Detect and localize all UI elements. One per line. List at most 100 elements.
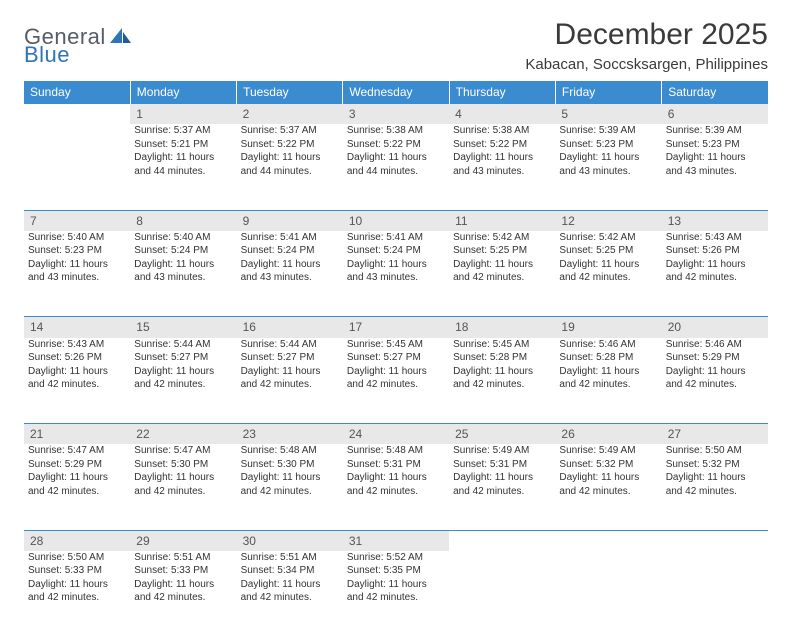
logo-text-blue: Blue <box>24 42 70 67</box>
location: Kabacan, Soccsksargen, Philippines <box>525 56 768 73</box>
day-cell: Sunrise: 5:52 AMSunset: 5:35 PMDaylight:… <box>343 551 449 637</box>
sunrise-text: Sunrise: 5:43 AM <box>666 231 764 245</box>
sunset-text: Sunset: 5:22 PM <box>453 138 551 152</box>
daylight-text: and 43 minutes. <box>666 165 764 179</box>
sunset-text: Sunset: 5:23 PM <box>559 138 657 152</box>
day-number: 23 <box>237 424 343 445</box>
calendar-table: Sunday Monday Tuesday Wednesday Thursday… <box>24 81 768 637</box>
sunset-text: Sunset: 5:25 PM <box>559 244 657 258</box>
day-cell: Sunrise: 5:45 AMSunset: 5:27 PMDaylight:… <box>343 338 449 424</box>
sunset-text: Sunset: 5:33 PM <box>134 564 232 578</box>
sunrise-text: Sunrise: 5:51 AM <box>134 551 232 565</box>
day-cell: Sunrise: 5:44 AMSunset: 5:27 PMDaylight:… <box>130 338 236 424</box>
sunrise-text: Sunrise: 5:37 AM <box>134 124 232 138</box>
sunrise-text: Sunrise: 5:44 AM <box>134 338 232 352</box>
day-cell: Sunrise: 5:41 AMSunset: 5:24 PMDaylight:… <box>343 231 449 317</box>
day-number <box>449 530 555 551</box>
day-cell: Sunrise: 5:46 AMSunset: 5:29 PMDaylight:… <box>662 338 768 424</box>
day-cell: Sunrise: 5:50 AMSunset: 5:32 PMDaylight:… <box>662 444 768 530</box>
sunrise-text: Sunrise: 5:49 AM <box>559 444 657 458</box>
daylight-text: and 42 minutes. <box>134 378 232 392</box>
sunrise-text: Sunrise: 5:48 AM <box>241 444 339 458</box>
day-cell: Sunrise: 5:51 AMSunset: 5:33 PMDaylight:… <box>130 551 236 637</box>
weekday-header: Tuesday <box>237 81 343 104</box>
day-number: 22 <box>130 424 236 445</box>
daylight-text: and 42 minutes. <box>28 485 126 499</box>
day-cell: Sunrise: 5:42 AMSunset: 5:25 PMDaylight:… <box>449 231 555 317</box>
sunset-text: Sunset: 5:32 PM <box>559 458 657 472</box>
sunset-text: Sunset: 5:29 PM <box>28 458 126 472</box>
day-number: 3 <box>343 104 449 125</box>
day-number-row: 28293031 <box>24 530 768 551</box>
sunset-text: Sunset: 5:31 PM <box>347 458 445 472</box>
sunrise-text: Sunrise: 5:47 AM <box>134 444 232 458</box>
day-number: 11 <box>449 210 555 231</box>
sunset-text: Sunset: 5:28 PM <box>559 351 657 365</box>
daylight-text: Daylight: 11 hours <box>347 258 445 272</box>
weekday-header: Friday <box>555 81 661 104</box>
daylight-text: Daylight: 11 hours <box>347 471 445 485</box>
sunset-text: Sunset: 5:30 PM <box>134 458 232 472</box>
daylight-text: Daylight: 11 hours <box>241 151 339 165</box>
sunset-text: Sunset: 5:23 PM <box>666 138 764 152</box>
day-cell <box>449 551 555 637</box>
day-number: 30 <box>237 530 343 551</box>
day-cell: Sunrise: 5:45 AMSunset: 5:28 PMDaylight:… <box>449 338 555 424</box>
sunset-text: Sunset: 5:23 PM <box>28 244 126 258</box>
sunrise-text: Sunrise: 5:50 AM <box>666 444 764 458</box>
day-cell: Sunrise: 5:37 AMSunset: 5:22 PMDaylight:… <box>237 124 343 210</box>
sunset-text: Sunset: 5:30 PM <box>241 458 339 472</box>
day-number <box>662 530 768 551</box>
daylight-text: Daylight: 11 hours <box>559 151 657 165</box>
daylight-text: and 42 minutes. <box>134 485 232 499</box>
daylight-text: Daylight: 11 hours <box>134 151 232 165</box>
sunrise-text: Sunrise: 5:37 AM <box>241 124 339 138</box>
daylight-text: and 44 minutes. <box>347 165 445 179</box>
day-cell <box>555 551 661 637</box>
sunset-text: Sunset: 5:27 PM <box>241 351 339 365</box>
day-cell: Sunrise: 5:44 AMSunset: 5:27 PMDaylight:… <box>237 338 343 424</box>
day-cell: Sunrise: 5:37 AMSunset: 5:21 PMDaylight:… <box>130 124 236 210</box>
day-cell: Sunrise: 5:47 AMSunset: 5:29 PMDaylight:… <box>24 444 130 530</box>
day-number: 10 <box>343 210 449 231</box>
daylight-text: and 44 minutes. <box>134 165 232 179</box>
day-cell: Sunrise: 5:40 AMSunset: 5:23 PMDaylight:… <box>24 231 130 317</box>
sunrise-text: Sunrise: 5:40 AM <box>28 231 126 245</box>
sunset-text: Sunset: 5:27 PM <box>347 351 445 365</box>
daylight-text: and 42 minutes. <box>28 591 126 605</box>
daylight-text: and 42 minutes. <box>559 271 657 285</box>
sunset-text: Sunset: 5:35 PM <box>347 564 445 578</box>
day-cell: Sunrise: 5:38 AMSunset: 5:22 PMDaylight:… <box>449 124 555 210</box>
daylight-text: Daylight: 11 hours <box>453 258 551 272</box>
day-number: 28 <box>24 530 130 551</box>
weekday-header: Wednesday <box>343 81 449 104</box>
day-number: 5 <box>555 104 661 125</box>
daylight-text: Daylight: 11 hours <box>453 471 551 485</box>
daylight-text: Daylight: 11 hours <box>134 365 232 379</box>
day-number: 24 <box>343 424 449 445</box>
day-number <box>555 530 661 551</box>
day-number: 9 <box>237 210 343 231</box>
sunset-text: Sunset: 5:21 PM <box>134 138 232 152</box>
month-title: December 2025 <box>525 18 768 52</box>
day-number-row: 14151617181920 <box>24 317 768 338</box>
weekday-header: Thursday <box>449 81 555 104</box>
sunrise-text: Sunrise: 5:51 AM <box>241 551 339 565</box>
daylight-text: Daylight: 11 hours <box>559 258 657 272</box>
daylight-text: Daylight: 11 hours <box>347 151 445 165</box>
daylight-text: and 42 minutes. <box>666 485 764 499</box>
day-cell: Sunrise: 5:49 AMSunset: 5:31 PMDaylight:… <box>449 444 555 530</box>
day-number: 6 <box>662 104 768 125</box>
day-cell: Sunrise: 5:49 AMSunset: 5:32 PMDaylight:… <box>555 444 661 530</box>
daylight-text: Daylight: 11 hours <box>666 365 764 379</box>
sunset-text: Sunset: 5:26 PM <box>28 351 126 365</box>
day-number: 7 <box>24 210 130 231</box>
title-block: December 2025 Kabacan, Soccsksargen, Phi… <box>525 18 768 73</box>
daylight-text: and 42 minutes. <box>559 378 657 392</box>
daylight-text: Daylight: 11 hours <box>666 258 764 272</box>
day-number: 18 <box>449 317 555 338</box>
daylight-text: and 42 minutes. <box>453 485 551 499</box>
sunrise-text: Sunrise: 5:46 AM <box>666 338 764 352</box>
sunset-text: Sunset: 5:34 PM <box>241 564 339 578</box>
daylight-text: Daylight: 11 hours <box>28 578 126 592</box>
